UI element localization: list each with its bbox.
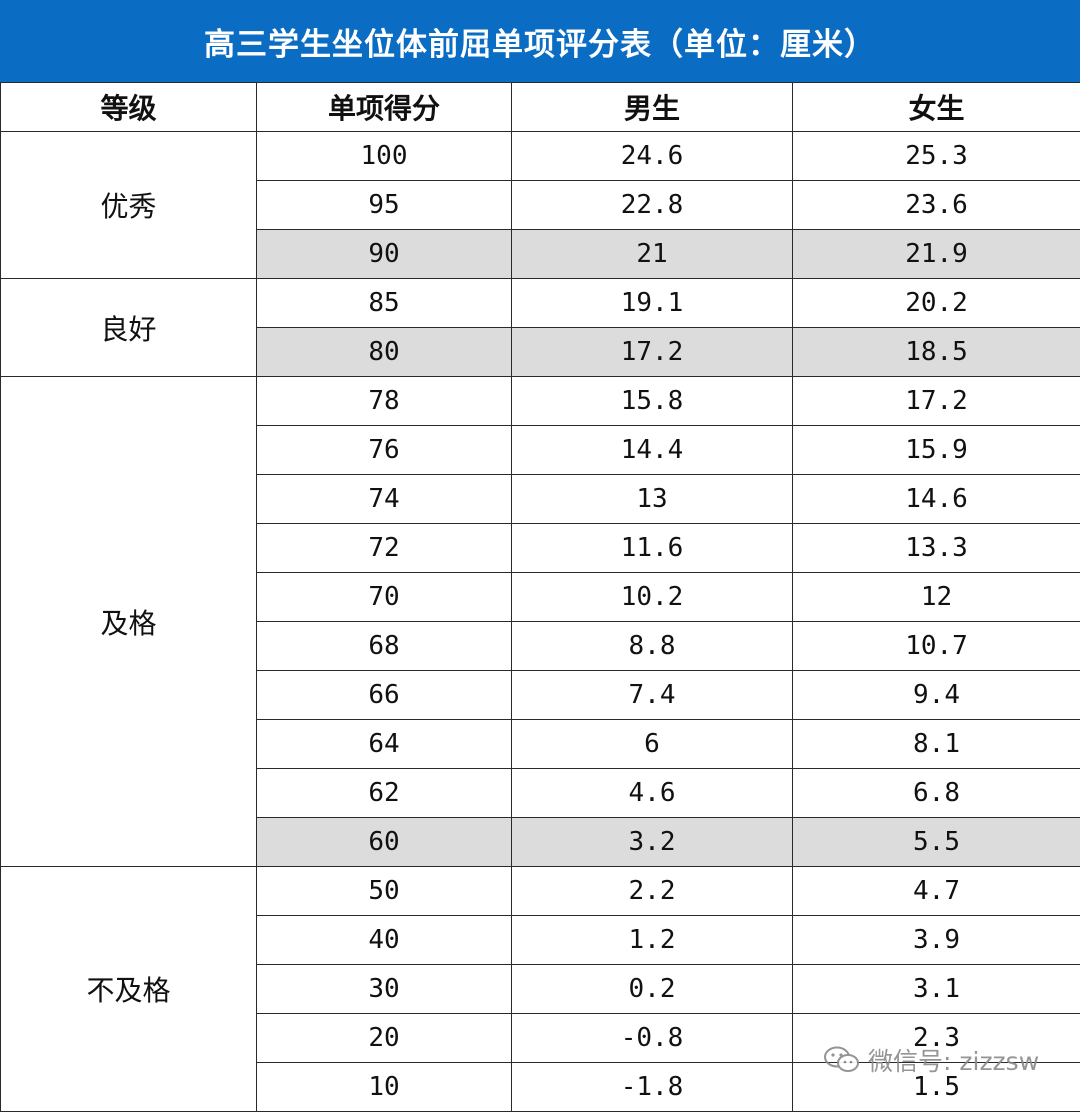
score-cell: 10 — [257, 1063, 512, 1112]
female-value-cell: 10.7 — [793, 622, 1080, 671]
level-cell: 及格 — [1, 377, 257, 867]
score-cell: 64 — [257, 720, 512, 769]
female-value-cell: 23.6 — [793, 181, 1080, 230]
header-row: 等级 单项得分 男生 女生 — [1, 83, 1080, 132]
female-value-cell: 3.9 — [793, 916, 1080, 965]
female-value-cell: 15.9 — [793, 426, 1080, 475]
female-value-cell: 9.4 — [793, 671, 1080, 720]
score-cell: 85 — [257, 279, 512, 328]
score-cell: 62 — [257, 769, 512, 818]
level-cell: 不及格 — [1, 867, 257, 1112]
male-value-cell: 11.6 — [512, 524, 793, 573]
female-value-cell: 25.3 — [793, 132, 1080, 181]
male-value-cell: 19.1 — [512, 279, 793, 328]
wechat-icon — [822, 1045, 862, 1075]
female-value-cell: 4.7 — [793, 867, 1080, 916]
watermark: 微信号: zizzsw — [822, 1040, 1039, 1080]
female-value-cell: 17.2 — [793, 377, 1080, 426]
header-score: 单项得分 — [257, 83, 512, 132]
male-value-cell: 10.2 — [512, 573, 793, 622]
score-cell: 90 — [257, 230, 512, 279]
male-value-cell: 8.8 — [512, 622, 793, 671]
male-value-cell: 4.6 — [512, 769, 793, 818]
header-female: 女生 — [793, 83, 1080, 132]
score-cell: 76 — [257, 426, 512, 475]
table-title-text: 高三学生坐位体前屈单项评分表（单位：厘米） — [204, 19, 876, 64]
score-cell: 72 — [257, 524, 512, 573]
score-cell: 78 — [257, 377, 512, 426]
score-cell: 20 — [257, 1014, 512, 1063]
header-male: 男生 — [512, 83, 793, 132]
male-value-cell: 6 — [512, 720, 793, 769]
female-value-cell: 12 — [793, 573, 1080, 622]
score-cell: 100 — [257, 132, 512, 181]
male-value-cell: 15.8 — [512, 377, 793, 426]
male-value-cell: 22.8 — [512, 181, 793, 230]
male-value-cell: 13 — [512, 475, 793, 524]
score-cell: 95 — [257, 181, 512, 230]
male-value-cell: -0.8 — [512, 1014, 793, 1063]
male-value-cell: 21 — [512, 230, 793, 279]
male-value-cell: 24.6 — [512, 132, 793, 181]
score-cell: 40 — [257, 916, 512, 965]
male-value-cell: 7.4 — [512, 671, 793, 720]
score-cell: 68 — [257, 622, 512, 671]
female-value-cell: 20.2 — [793, 279, 1080, 328]
score-cell: 74 — [257, 475, 512, 524]
header-level: 等级 — [1, 83, 257, 132]
watermark-text: 微信号: zizzsw — [868, 1042, 1039, 1078]
female-value-cell: 21.9 — [793, 230, 1080, 279]
male-value-cell: 1.2 — [512, 916, 793, 965]
female-value-cell: 18.5 — [793, 328, 1080, 377]
level-cell: 良好 — [1, 279, 257, 377]
score-cell: 66 — [257, 671, 512, 720]
female-value-cell: 13.3 — [793, 524, 1080, 573]
female-value-cell: 6.8 — [793, 769, 1080, 818]
score-cell: 60 — [257, 818, 512, 867]
score-cell: 30 — [257, 965, 512, 1014]
score-cell: 50 — [257, 867, 512, 916]
female-value-cell: 8.1 — [793, 720, 1080, 769]
male-value-cell: 3.2 — [512, 818, 793, 867]
male-value-cell: 14.4 — [512, 426, 793, 475]
level-cell: 优秀 — [1, 132, 257, 279]
female-value-cell: 14.6 — [793, 475, 1080, 524]
score-cell: 70 — [257, 573, 512, 622]
male-value-cell: -1.8 — [512, 1063, 793, 1112]
table-title: 高三学生坐位体前屈单项评分表（单位：厘米） — [0, 0, 1080, 82]
male-value-cell: 2.2 — [512, 867, 793, 916]
female-value-cell: 3.1 — [793, 965, 1080, 1014]
score-cell: 80 — [257, 328, 512, 377]
male-value-cell: 0.2 — [512, 965, 793, 1014]
female-value-cell: 5.5 — [793, 818, 1080, 867]
male-value-cell: 17.2 — [512, 328, 793, 377]
